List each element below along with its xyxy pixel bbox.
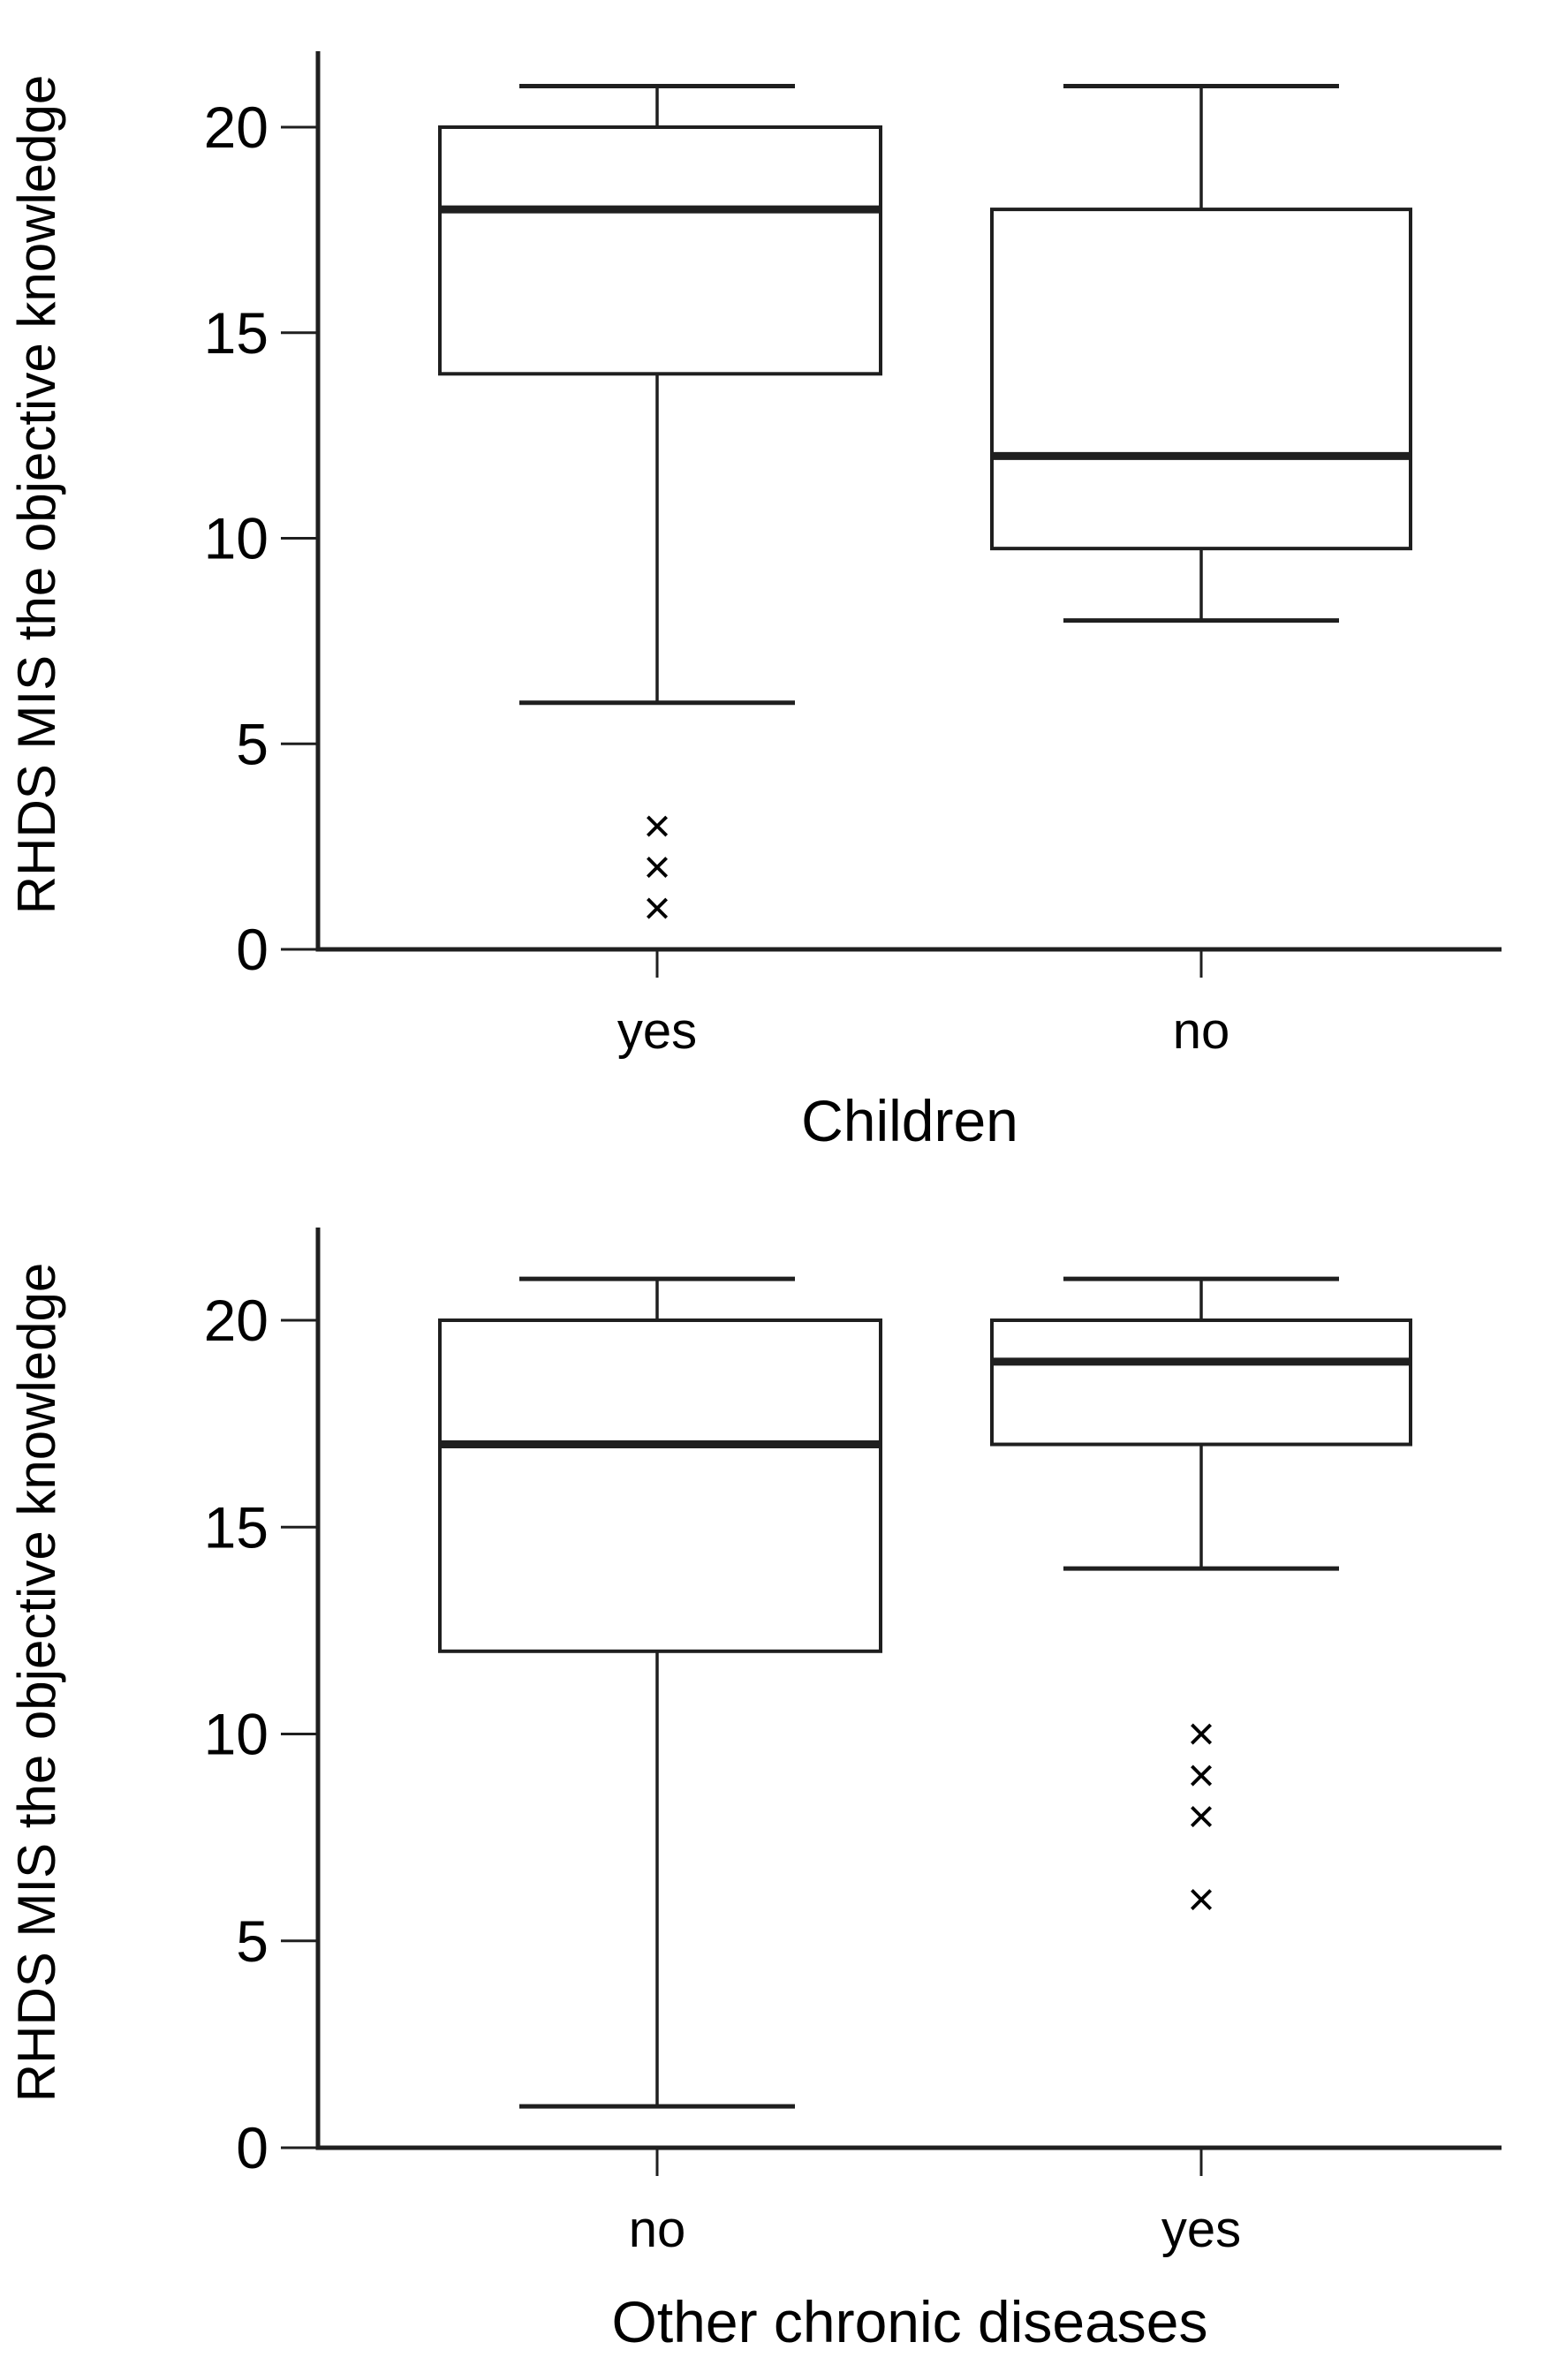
- y-tick-label: 20: [204, 94, 269, 160]
- y-tick-label: 0: [236, 917, 269, 982]
- top-plot: 0 5 10 15 20 RHDS MIS the objective knowledge…: [7, 51, 1502, 1153]
- x-tick-label: yes: [617, 1002, 697, 1060]
- x-tick-label: yes: [1161, 2201, 1241, 2258]
- y-tick-label: 20: [204, 1288, 269, 1353]
- outlier-mark: ×: [1187, 1873, 1215, 1926]
- y-tick-label: 0: [236, 2115, 269, 2180]
- y-tick-label: 15: [204, 300, 269, 366]
- box-group-yes: ×××: [438, 83, 882, 934]
- outlier-mark: ×: [643, 881, 671, 934]
- iqr-box-no: [438, 1318, 882, 1653]
- box-group-no: [438, 1276, 882, 2109]
- iqr-box-no: [990, 208, 1412, 551]
- y-tick-label: 5: [236, 1908, 269, 1974]
- outlier-mark: ×: [1187, 1790, 1215, 1843]
- bottom-plot: 0 5 10 15 20 RHDS MIS the objective knowledge…: [7, 1228, 1502, 2354]
- y-axis-title: RHDS MIS the objective knowledge: [7, 1263, 66, 2102]
- iqr-box-yes: [438, 125, 882, 376]
- y-tick-label: 5: [236, 711, 269, 776]
- y-tick-label: 15: [204, 1494, 269, 1560]
- x-axis-title: Children: [801, 1088, 1018, 1153]
- x-axis-title: Other chronic diseases: [612, 2289, 1208, 2354]
- x-tick-label: no: [629, 2201, 686, 2258]
- outlier-mark: ×: [1187, 1708, 1215, 1761]
- x-tick-label: no: [1173, 1002, 1230, 1060]
- iqr-box-yes: [990, 1318, 1412, 1447]
- outlier-mark: ×: [643, 799, 671, 852]
- box-group-yes: ××××: [990, 1276, 1412, 1926]
- y-axis-title: RHDS MIS the objective knowledge: [7, 75, 66, 914]
- box-group-no: [990, 83, 1412, 623]
- outlier-mark: ×: [1187, 1749, 1215, 1802]
- outlier-mark: ×: [643, 841, 671, 894]
- y-tick-label: 10: [204, 506, 269, 571]
- y-tick-label: 10: [204, 1702, 269, 1767]
